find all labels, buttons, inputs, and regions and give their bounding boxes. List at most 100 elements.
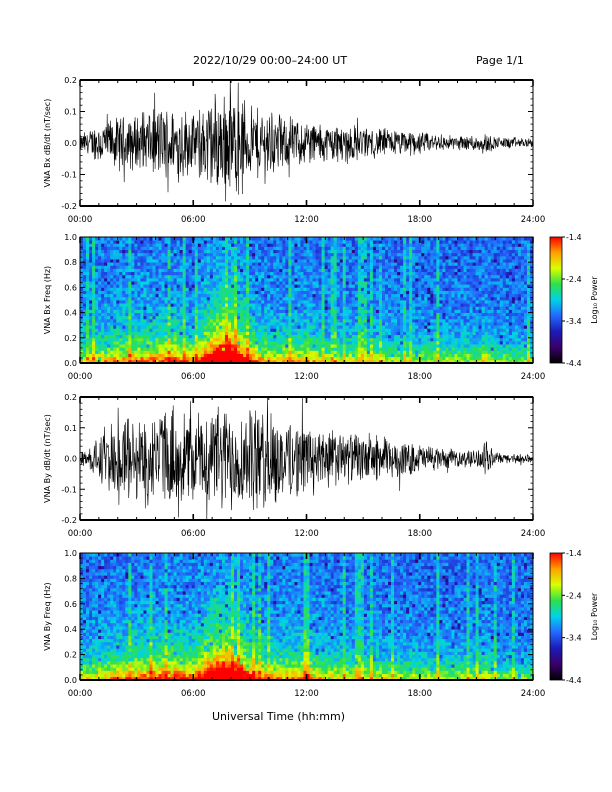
spectrogram-cell [83,277,87,282]
spectrogram-cell [321,356,326,361]
spectrogram-cell [378,262,383,266]
spectrogram-cell [140,287,144,291]
spectrogram-cell [282,350,286,354]
spectrogram-cell [89,309,93,313]
spectrogram-cell [400,252,404,257]
spectrogram-cell [188,350,193,354]
spectrogram-cell [406,315,410,320]
spectrogram-cell [285,259,289,263]
spectrogram-cell [336,315,341,320]
spectrogram-cell [107,303,111,307]
spectrogram-cell [86,340,90,345]
spectrogram-cell [209,296,214,301]
spectrogram-cell [276,340,280,345]
spectrogram-cell [336,350,341,354]
spectrogram-cell [388,259,392,263]
spectrogram-cell [200,347,205,351]
spectrogram-cell [246,344,250,348]
spectrogram-cell [246,265,250,269]
spectrogram-cell [119,356,123,361]
spectrogram-cell [237,344,241,348]
spectrogram-cell [385,246,389,250]
spectrogram-cell [312,334,316,339]
spectrogram-cell [327,353,332,358]
spectrogram-cell [433,243,437,247]
spectrogram-cell [261,255,265,260]
spectrogram-cell [288,356,292,361]
spectrogram-cell [366,255,371,260]
spectrogram-cell [231,303,235,307]
spectrogram-cell [140,334,144,339]
spectrogram-cell [113,331,117,336]
spectrogram-cell [206,255,211,260]
spectrogram-cell [291,268,295,273]
spectrogram-cell [197,318,202,323]
spectrogram-cell [95,303,99,307]
spectrogram-cell [397,255,401,260]
spectrogram-cell [231,315,235,320]
spectrogram-cell [309,347,313,351]
spectrogram-cell [261,340,265,345]
spectrogram-cell [92,303,96,307]
spectrogram-cell [427,255,431,260]
spectrogram-cell [243,293,247,298]
spectrogram-cell [80,331,84,336]
spectrogram-cell [327,277,332,282]
spectrogram-cell [167,334,171,339]
spectrogram-cell [421,312,425,317]
spectrogram-cell [333,262,338,266]
spectrogram-cell [258,300,262,304]
y-axis-label: VNA Bx dB/dt (nT/sec) [43,99,52,188]
spectrogram-cell [294,322,298,326]
spectrogram-cell [119,281,123,285]
spectrogram-cell [134,318,138,323]
spectrogram-cell [436,243,440,247]
spectrogram-cell [249,237,253,241]
spectrogram-cell [369,281,374,285]
spectrogram-cell [231,306,235,310]
spectrogram-cell [430,271,434,276]
spectrogram-cell [197,296,202,301]
spectrogram-cell [209,262,214,266]
spectrogram-cell [424,359,428,364]
spectrogram-cell [400,325,404,329]
spectrogram-cell [394,284,398,288]
spectrogram-cell [403,328,407,332]
spectrogram-cell [366,284,371,288]
spectrogram-cell [224,347,229,351]
spectrogram-cell [433,331,437,336]
spectrogram-cell [312,296,316,301]
spectrogram-cell [315,325,319,329]
spectrogram-cell [336,337,341,342]
spectrogram-cell [116,331,120,336]
spectrogram-cell [164,306,168,310]
spectrogram-cell [279,252,283,257]
spectrogram-cell [400,328,404,332]
spectrogram-cell [176,334,181,339]
spectrogram-cell [240,243,244,247]
spectrogram-cell [152,246,156,250]
spectrogram-cell [231,344,235,348]
spectrogram-cell [415,340,419,345]
spectrogram-cell [400,344,404,348]
spectrogram-cell [282,318,286,323]
spectrogram-cell [312,300,316,304]
spectrogram-cell [234,237,238,241]
spectrogram-cell [224,293,229,298]
spectrogram-cell [185,246,190,250]
spectrogram-cell [255,268,259,273]
spectrogram-cell [418,306,422,310]
spectrogram-cell [146,290,150,295]
spectrogram-cell [128,300,132,304]
spectrogram-cell [330,296,335,301]
spectrogram-cell [249,303,253,307]
spectrogram-cell [378,340,383,345]
spectrogram-cell [209,300,214,304]
spectrogram-cell [369,271,374,276]
spectrogram-cell [249,252,253,257]
spectrogram-cell [330,300,335,304]
spectrogram-cell [182,300,187,304]
spectrogram-cell [89,265,93,269]
spectrogram-cell [137,340,141,345]
spectrogram-cell [318,277,322,282]
